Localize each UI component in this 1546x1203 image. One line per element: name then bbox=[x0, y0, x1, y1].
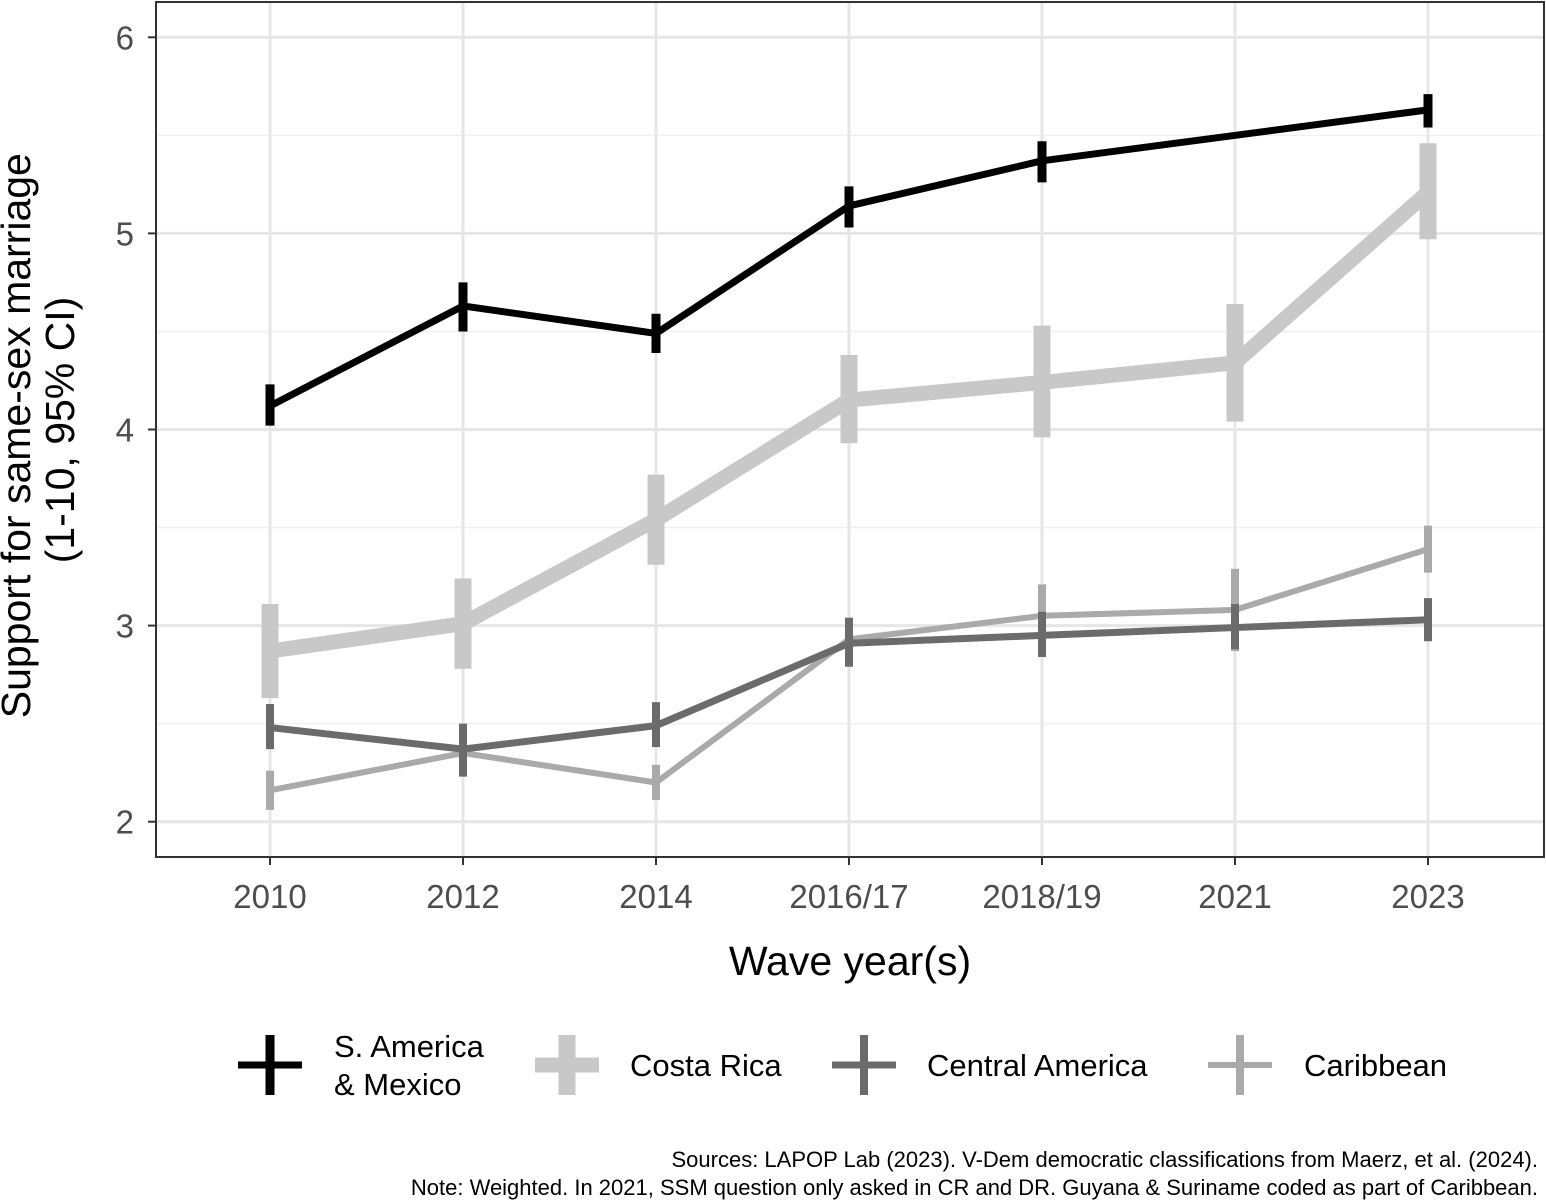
series-line bbox=[268, 106, 1429, 410]
series-costa-rica bbox=[261, 143, 1437, 699]
y-axis: 2 3 4 5 6 bbox=[116, 19, 156, 841]
x-tick-label: 2018/19 bbox=[982, 878, 1101, 915]
x-tick-label: 2012 bbox=[426, 878, 499, 915]
legend-item: Central America bbox=[832, 1035, 1148, 1095]
y-tick-label: 5 bbox=[116, 215, 134, 252]
legend-label: S. America & Mexico bbox=[334, 1029, 485, 1102]
x-tick-label: 2023 bbox=[1391, 878, 1464, 915]
legend-label: Caribbean bbox=[1304, 1048, 1447, 1083]
legend: S. America & Mexico Costa Rica Central Amer… bbox=[238, 1029, 1447, 1102]
legend-label-line: & Mexico bbox=[334, 1067, 461, 1102]
x-tick-label: 2014 bbox=[619, 878, 692, 915]
x-axis-title: Wave year(s) bbox=[729, 938, 971, 984]
x-axis: 2010 2012 2014 2016/17 2018/19 2021 2023 bbox=[233, 857, 1465, 915]
y-tick-label: 2 bbox=[116, 804, 134, 841]
legend-label-line: S. America bbox=[334, 1029, 485, 1064]
y-tick-label: 6 bbox=[116, 19, 134, 56]
legend-label: Costa Rica bbox=[630, 1048, 782, 1083]
y-tick-label: 4 bbox=[116, 412, 134, 449]
legend-item: Costa Rica bbox=[535, 1035, 782, 1095]
note-caption: Note: Weighted. In 2021, SSM question on… bbox=[410, 1175, 1538, 1200]
y-axis-title: Support for same-sex marriage (1-10, 95%… bbox=[0, 142, 83, 719]
x-tick-label: 2021 bbox=[1198, 878, 1271, 915]
line-chart: 2 3 4 5 6 2010 2012 2014 2016/17 2018/19 2021 2023… bbox=[0, 1, 1545, 1102]
series-central-america bbox=[266, 598, 1432, 777]
sources-caption: Sources: LAPOP Lab (2023). V-Dem democra… bbox=[671, 1147, 1538, 1172]
y-axis-title-line-1: Support for same-sex marriage bbox=[0, 153, 39, 718]
y-axis-title-line-2: (1-10, 95% CI) bbox=[37, 297, 83, 564]
legend-label: Central America bbox=[927, 1048, 1148, 1083]
series-s-america-mexico bbox=[265, 94, 1433, 426]
legend-item: Caribbean bbox=[1208, 1035, 1447, 1095]
x-tick-label: 2016/17 bbox=[789, 878, 908, 915]
x-tick-label: 2010 bbox=[233, 878, 306, 915]
legend-item: S. America & Mexico bbox=[238, 1029, 485, 1102]
series-layer bbox=[261, 94, 1437, 810]
y-tick-label: 3 bbox=[116, 608, 134, 645]
